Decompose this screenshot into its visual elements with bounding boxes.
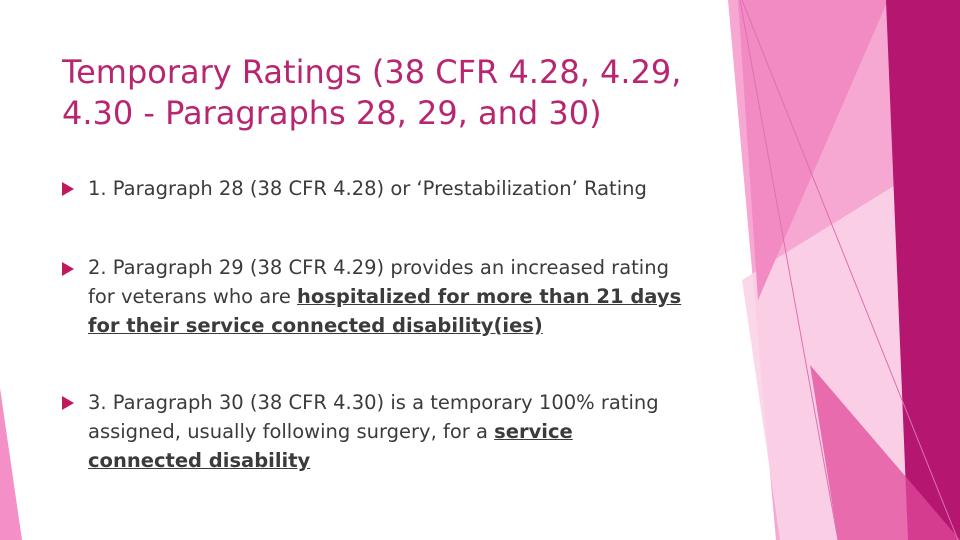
triangle-bullet-icon (62, 396, 74, 410)
bullet-2-emphasis: hospitalized for more than 21 days (297, 285, 682, 308)
left-pink-band (0, 388, 22, 540)
title-line-1: Temporary Ratings (38 CFR 4.28, 4.29, (62, 53, 682, 91)
slide-title: Temporary Ratings (38 CFR 4.28, 4.29, 4.… (62, 52, 752, 134)
bullet-3-line-2: assigned, usually following surgery, for… (88, 417, 738, 446)
bullet-3-line-1: 3. Paragraph 30 (38 CFR 4.30) is a tempo… (88, 391, 659, 414)
bullet-2-line-3: for their service connected disability(i… (88, 314, 543, 337)
decor-line-1 (739, 0, 839, 540)
bullet-text-2: 2. Paragraph 29 (38 CFR 4.29) provides a… (88, 253, 738, 340)
bullet-2-line-1: 2. Paragraph 29 (38 CFR 4.29) provides a… (88, 256, 669, 279)
right-mid-triangle (738, 0, 888, 300)
bullet-2-line-2: for veterans who are hospitalized for mo… (88, 282, 738, 311)
triangle-bullet-icon (62, 262, 74, 276)
bullet-text-1: 1. Paragraph 28 (38 CFR 4.28) or ‘Presta… (88, 174, 738, 203)
bullet-2-line-2-plain: for veterans who are (88, 285, 298, 308)
triangle-bullet-icon (62, 182, 74, 196)
bullet-3-emphasis: service (494, 420, 573, 443)
bullet-3-line-3: connected disability (88, 449, 311, 472)
bullet-1-line-1: 1. Paragraph 28 (38 CFR 4.28) or ‘Presta… (88, 177, 647, 200)
bullet-3-line-2-plain: assigned, usually following surgery, for… (88, 420, 495, 443)
title-line-2: 4.30 - Paragraphs 28, 29, and 30) (62, 94, 602, 132)
bullet-text-3: 3. Paragraph 30 (38 CFR 4.30) is a tempo… (88, 388, 738, 475)
decor-line-2 (741, 0, 959, 540)
right-magenta-wedge (810, 365, 960, 540)
